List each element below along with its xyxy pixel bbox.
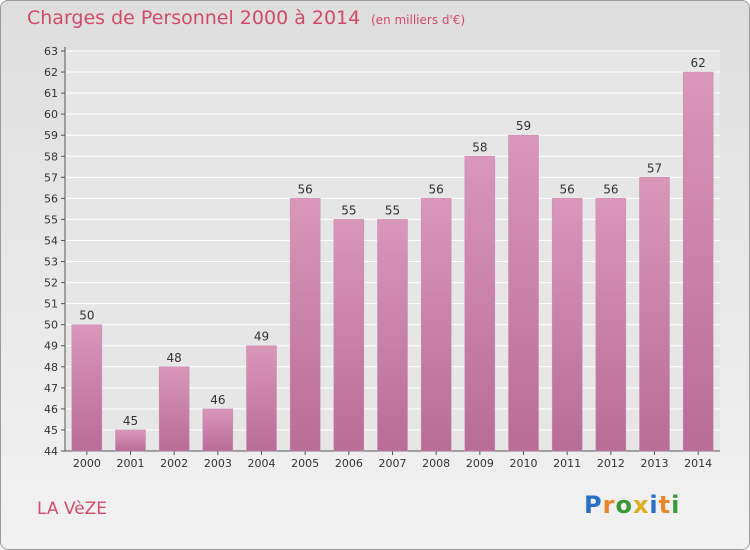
logo-letter: o [615,491,633,519]
x-tick-label: 2002 [160,457,188,470]
y-tick-label: 51 [44,298,58,311]
bar-2010 [508,134,539,452]
y-tick-label: 61 [44,87,58,100]
data-label: 50 [79,309,94,323]
bar-2008 [420,198,452,452]
chart-subtitle: (en milliers d'€) [371,13,466,27]
x-tick-label: 2011 [553,457,581,470]
data-label: 56 [429,182,444,196]
bar-2012 [595,198,627,452]
data-label: 46 [210,393,225,407]
bar-2005 [289,198,321,452]
data-label: 55 [385,203,400,217]
x-tick-label: 2012 [597,457,625,470]
y-tick-label: 58 [44,150,58,163]
y-tick-label: 56 [44,192,58,205]
data-label: 55 [341,203,356,217]
bar-2009 [464,156,496,452]
logo-letter: x [632,491,650,519]
bar-2011 [551,198,583,452]
y-tick-label: 57 [44,171,58,184]
y-tick-label: 46 [44,403,58,416]
data-label: 59 [516,119,531,133]
data-label: 56 [560,182,575,196]
y-tick-label: 55 [44,213,58,226]
y-tick-label: 45 [44,424,58,437]
x-tick-label: 2001 [117,457,145,470]
data-label: 45 [123,414,138,428]
x-tick-label: 2003 [204,457,232,470]
logo-letter: i [671,491,681,519]
logo-letter: r [602,491,616,519]
bar-2004 [246,345,277,452]
bar-2002 [158,366,190,452]
bar-2003 [202,408,234,452]
x-tick-label: 2008 [422,457,450,470]
y-tick-label: 50 [44,319,58,332]
bar-2007 [377,219,408,452]
x-tick-label: 2005 [291,457,319,470]
data-label: 56 [603,182,618,196]
data-label: 62 [691,56,706,70]
x-tick-label: 2010 [510,457,538,470]
x-tick-label: 2004 [248,457,276,470]
y-tick-label: 44 [44,445,58,458]
data-label: 58 [472,140,487,154]
x-tick-label: 2000 [73,457,101,470]
x-tick-label: 2013 [641,457,669,470]
x-tick-label: 2007 [379,457,407,470]
y-tick-label: 48 [44,361,58,374]
data-label: 57 [647,161,662,175]
chart-title: Charges de Personnel 2000 à 2014 [27,7,361,29]
y-tick-label: 52 [44,277,58,290]
bar-2013 [639,177,670,452]
bar-2000 [71,324,103,452]
bar-2006 [333,219,365,452]
y-tick-label: 49 [44,340,58,353]
x-tick-label: 2014 [684,457,712,470]
logo-letter: P [584,491,603,519]
x-tick-label: 2006 [335,457,363,470]
bar-2014 [682,71,714,452]
y-tick-label: 59 [44,129,58,142]
logo-letter: i [649,491,659,519]
y-tick-label: 62 [44,66,58,79]
commune-name: LA VèZE [37,499,108,519]
x-tick-label: 2009 [466,457,494,470]
logo-letter: t [658,491,672,519]
y-tick-label: 54 [44,234,58,247]
proxiti-logo: Proxiti [584,491,680,519]
y-tick-label: 53 [44,256,58,269]
y-tick-label: 63 [44,45,58,58]
data-label: 49 [254,330,269,344]
y-tick-label: 47 [44,382,58,395]
data-label: 48 [167,351,182,365]
y-tick-label: 60 [44,108,58,121]
data-label: 56 [298,182,313,196]
bar-2001 [115,429,146,452]
